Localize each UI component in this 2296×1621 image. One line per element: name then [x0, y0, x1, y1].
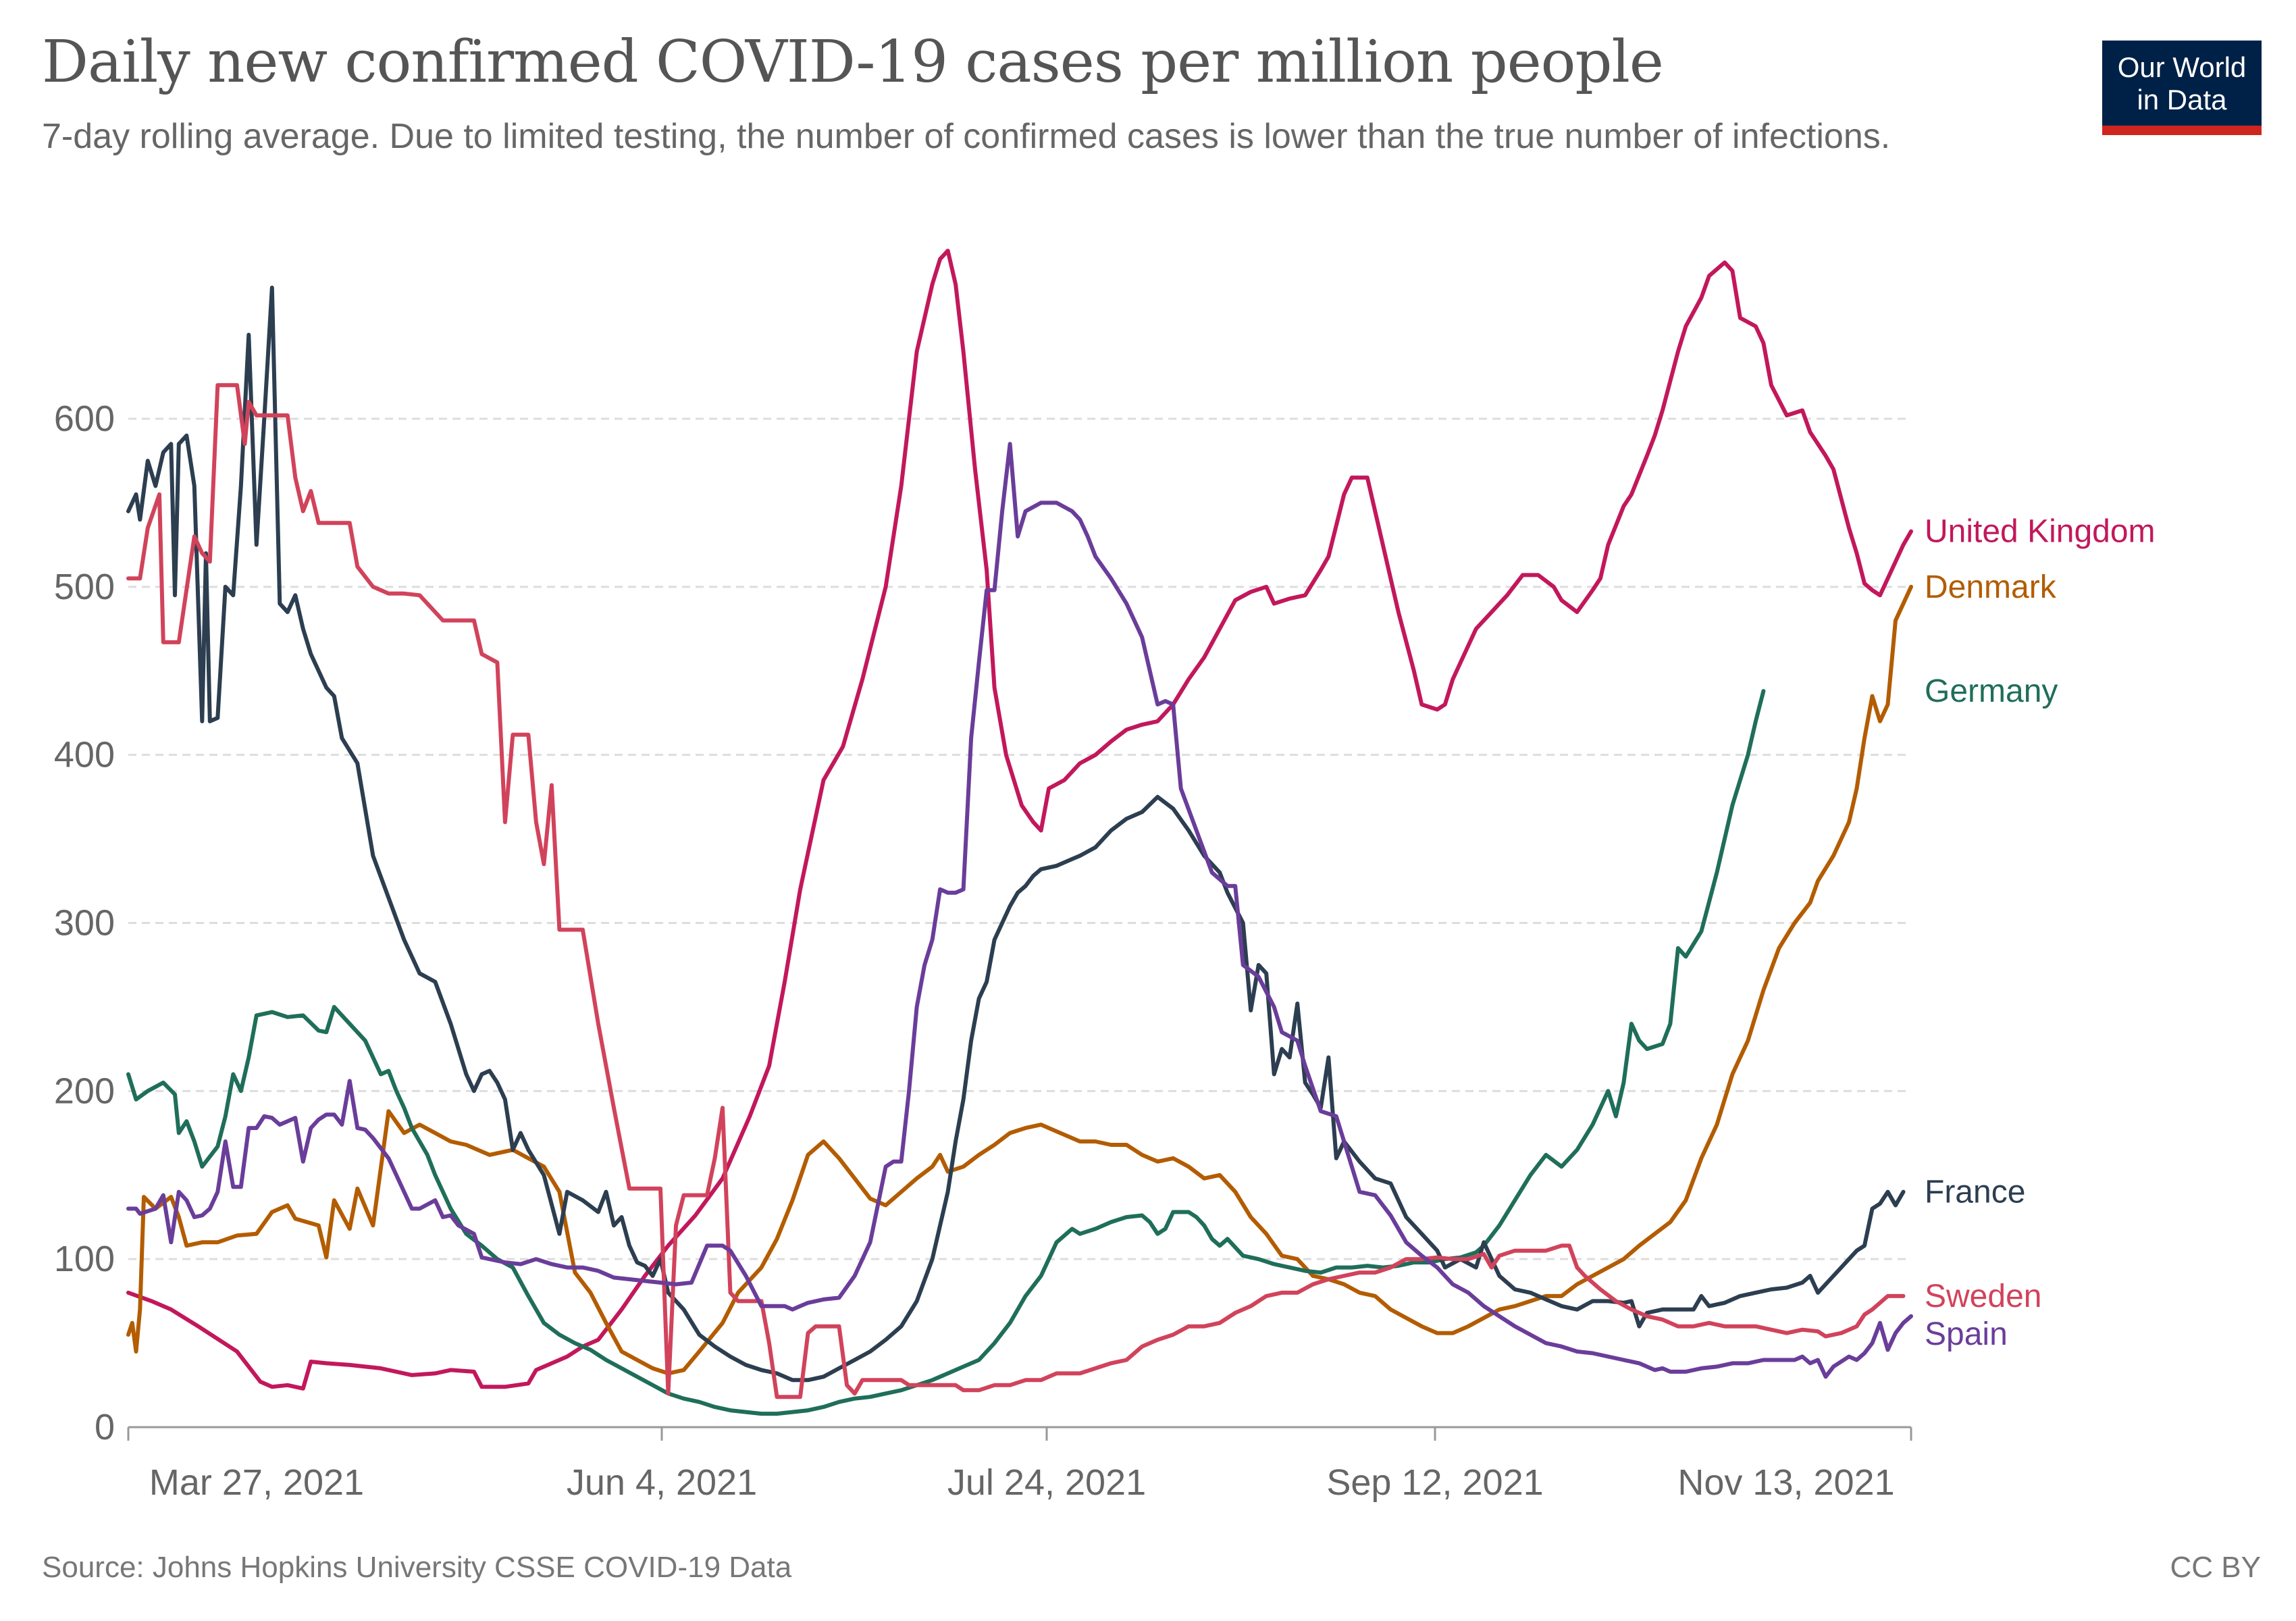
chart-subtitle: 7-day rolling average. Due to limited te…: [42, 117, 1891, 156]
x-tick-label: Jun 4, 2021: [567, 1462, 757, 1503]
y-tick-label: 400: [54, 735, 115, 775]
series-label-france[interactable]: France: [1925, 1175, 2025, 1210]
y-tick-label: 0: [95, 1407, 115, 1447]
x-tick-label: Nov 13, 2021: [1677, 1462, 1894, 1503]
logo-accent-bar: [2102, 126, 2262, 135]
license-link[interactable]: CC BY: [2170, 1551, 2261, 1584]
logo-line-2: in Data: [2137, 84, 2227, 115]
series-label-denmark[interactable]: Denmark: [1925, 569, 2057, 605]
series-label-layer: United Kingdom Denmark Germany France Sweden…: [1925, 514, 2156, 1352]
series-layer: [126, 249, 1913, 1416]
series-line-spain[interactable]: [126, 442, 1913, 1379]
grid-layer: [128, 417, 1911, 1260]
x-tick-label: Jul 24, 2021: [947, 1462, 1146, 1503]
chart-title: Daily new confirmed COVID-19 cases per m…: [42, 28, 1664, 96]
owid-logo[interactable]: Our World in Data: [2102, 41, 2262, 135]
y-tick-label: 600: [54, 398, 115, 439]
x-tick-label: Sep 12, 2021: [1326, 1462, 1543, 1503]
series-line-france[interactable]: [126, 285, 1906, 1383]
series-line-united-kingdom[interactable]: [126, 249, 1913, 1391]
logo-line-1: Our World: [2117, 51, 2247, 83]
series-line-denmark[interactable]: [126, 584, 1913, 1376]
y-tick-label: 200: [54, 1071, 115, 1111]
series-label-spain[interactable]: Spain: [1925, 1316, 2008, 1352]
y-tick-label: 300: [54, 903, 115, 944]
y-tick-label: 100: [54, 1239, 115, 1279]
series-label-germany[interactable]: Germany: [1925, 673, 2058, 709]
axis-layer: 0 100 200 300 400 500 600 Mar 27, 2021 Jun 4, 20…: [54, 398, 1912, 1503]
y-tick-label: 500: [54, 567, 115, 607]
source-note[interactable]: Source: Johns Hopkins University CSSE CO…: [42, 1551, 792, 1584]
series-label-united-kingdom[interactable]: United Kingdom: [1925, 514, 2156, 550]
series-line-sweden[interactable]: [126, 383, 1906, 1399]
series-label-sweden[interactable]: Sweden: [1925, 1279, 2041, 1314]
x-tick-label: Mar 27, 2021: [149, 1462, 364, 1503]
series-line-germany[interactable]: [126, 689, 1766, 1416]
